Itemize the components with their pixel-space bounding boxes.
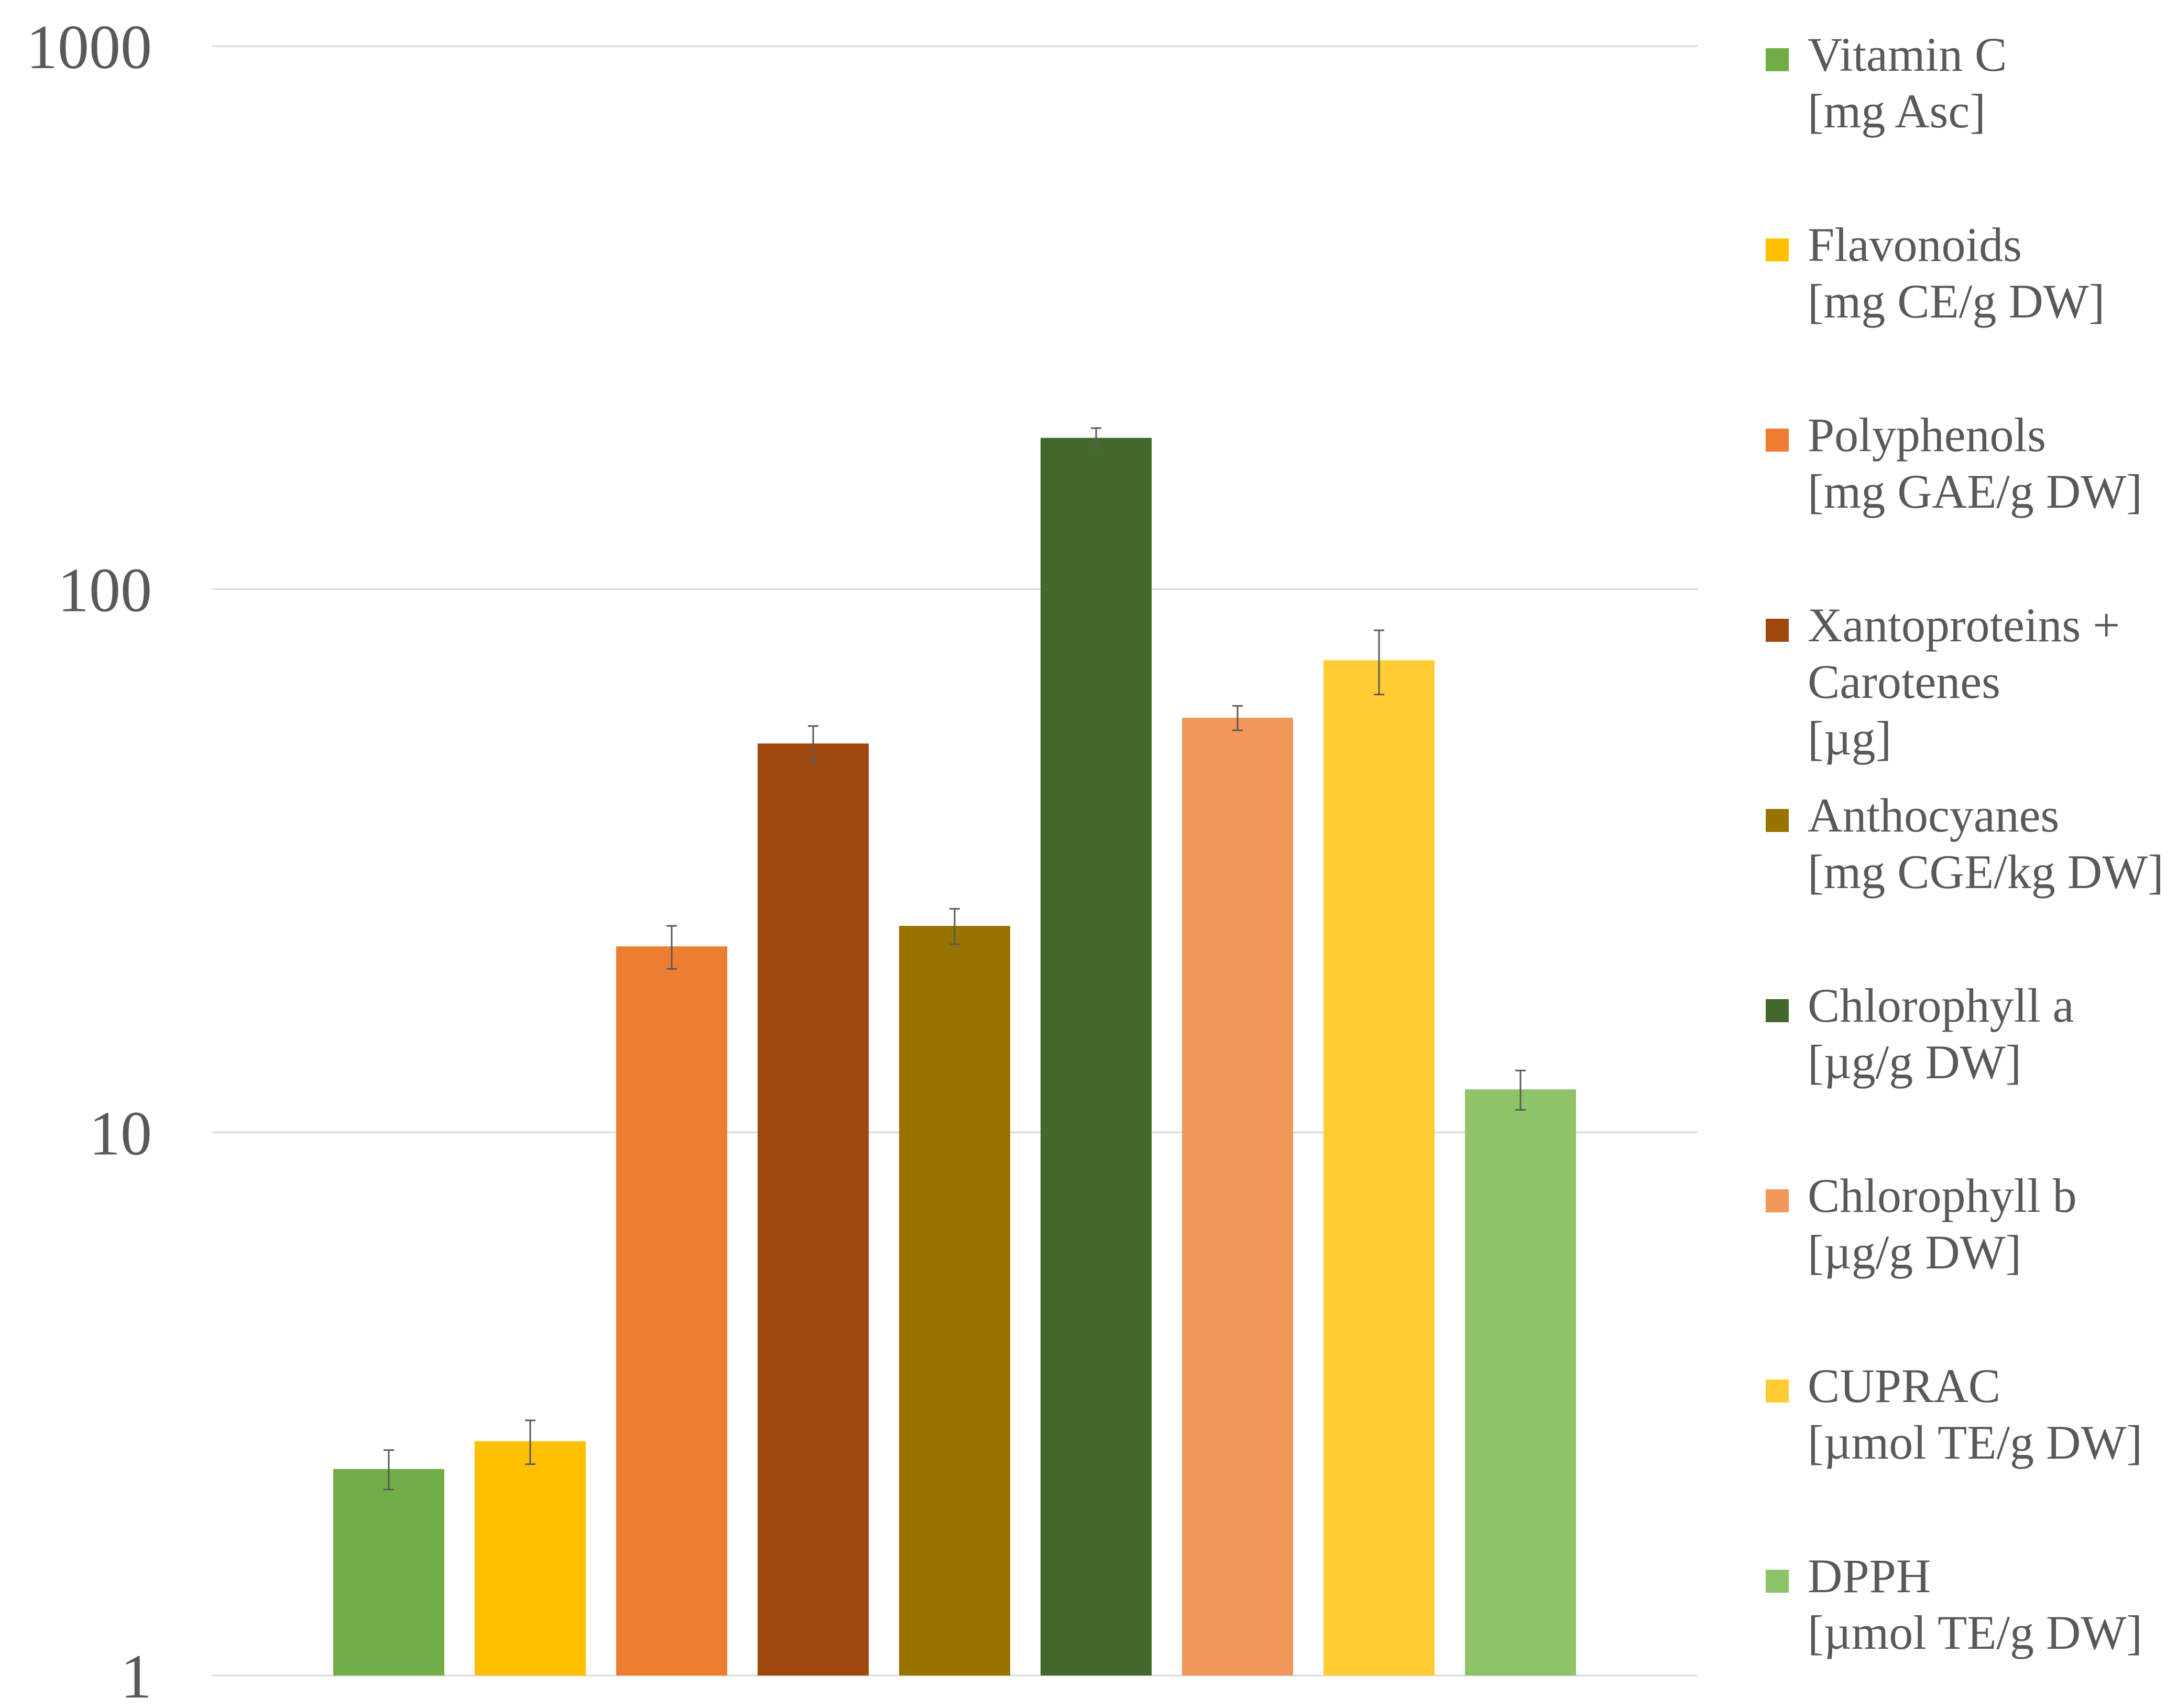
legend-label: Chlorophyll b [µg/g DW] <box>1808 1169 2077 1279</box>
legend-label: Chlorophyll a [µg/g DW] <box>1808 979 2074 1089</box>
legend-swatch <box>1766 999 1789 1022</box>
bar <box>1323 660 1435 1676</box>
legend-swatch <box>1766 1189 1789 1212</box>
legend-swatch <box>1766 1379 1789 1403</box>
error-bar <box>949 908 960 945</box>
legend-label: Vitamin C [mg Asc] <box>1808 28 2007 138</box>
legend-swatch <box>1766 48 1789 71</box>
legend-label: Xantoproteins + Carotenes [µg] <box>1808 598 2120 765</box>
error-bar <box>666 925 677 970</box>
bar <box>475 1441 586 1676</box>
legend-swatch <box>1766 429 1789 452</box>
bar <box>758 743 869 1676</box>
y-tick-label: 100 <box>58 555 152 625</box>
bar <box>899 926 1010 1676</box>
legend-swatch <box>1766 619 1789 642</box>
legend-label: Anthocyanes [mg CGE/kg DW] <box>1808 789 2164 899</box>
bar <box>333 1469 444 1676</box>
error-bar <box>1515 1069 1526 1111</box>
legend-swatch <box>1766 1570 1789 1593</box>
legend-label: Flavonoids [mg CE/g DW] <box>1808 218 2105 328</box>
error-bars <box>384 427 1526 1491</box>
y-tick-label: 1 <box>121 1641 152 1708</box>
y-axis-ticks: 1 10 100 1000 <box>26 12 152 1708</box>
error-bar <box>1091 427 1101 449</box>
error-bar <box>384 1449 394 1491</box>
legend-label: Polyphenols [mg GAE/g DW] <box>1808 408 2142 518</box>
legend-label: DPPH [µmol TE/g DW] <box>1808 1549 2142 1659</box>
legend-swatch <box>1766 238 1789 261</box>
bar <box>1182 717 1293 1676</box>
error-bar <box>1374 629 1384 696</box>
legend-swatch <box>1766 809 1789 832</box>
error-bar <box>525 1419 535 1465</box>
bars <box>333 437 1576 1676</box>
error-bar <box>1232 705 1243 731</box>
legend-label: CUPRAC [µmol TE/g DW] <box>1808 1359 2142 1469</box>
bar <box>1465 1089 1576 1676</box>
y-tick-label: 1000 <box>26 12 152 82</box>
bar <box>1041 437 1152 1676</box>
error-bar <box>808 725 818 763</box>
y-tick-label: 10 <box>89 1098 152 1168</box>
bar <box>616 946 727 1676</box>
